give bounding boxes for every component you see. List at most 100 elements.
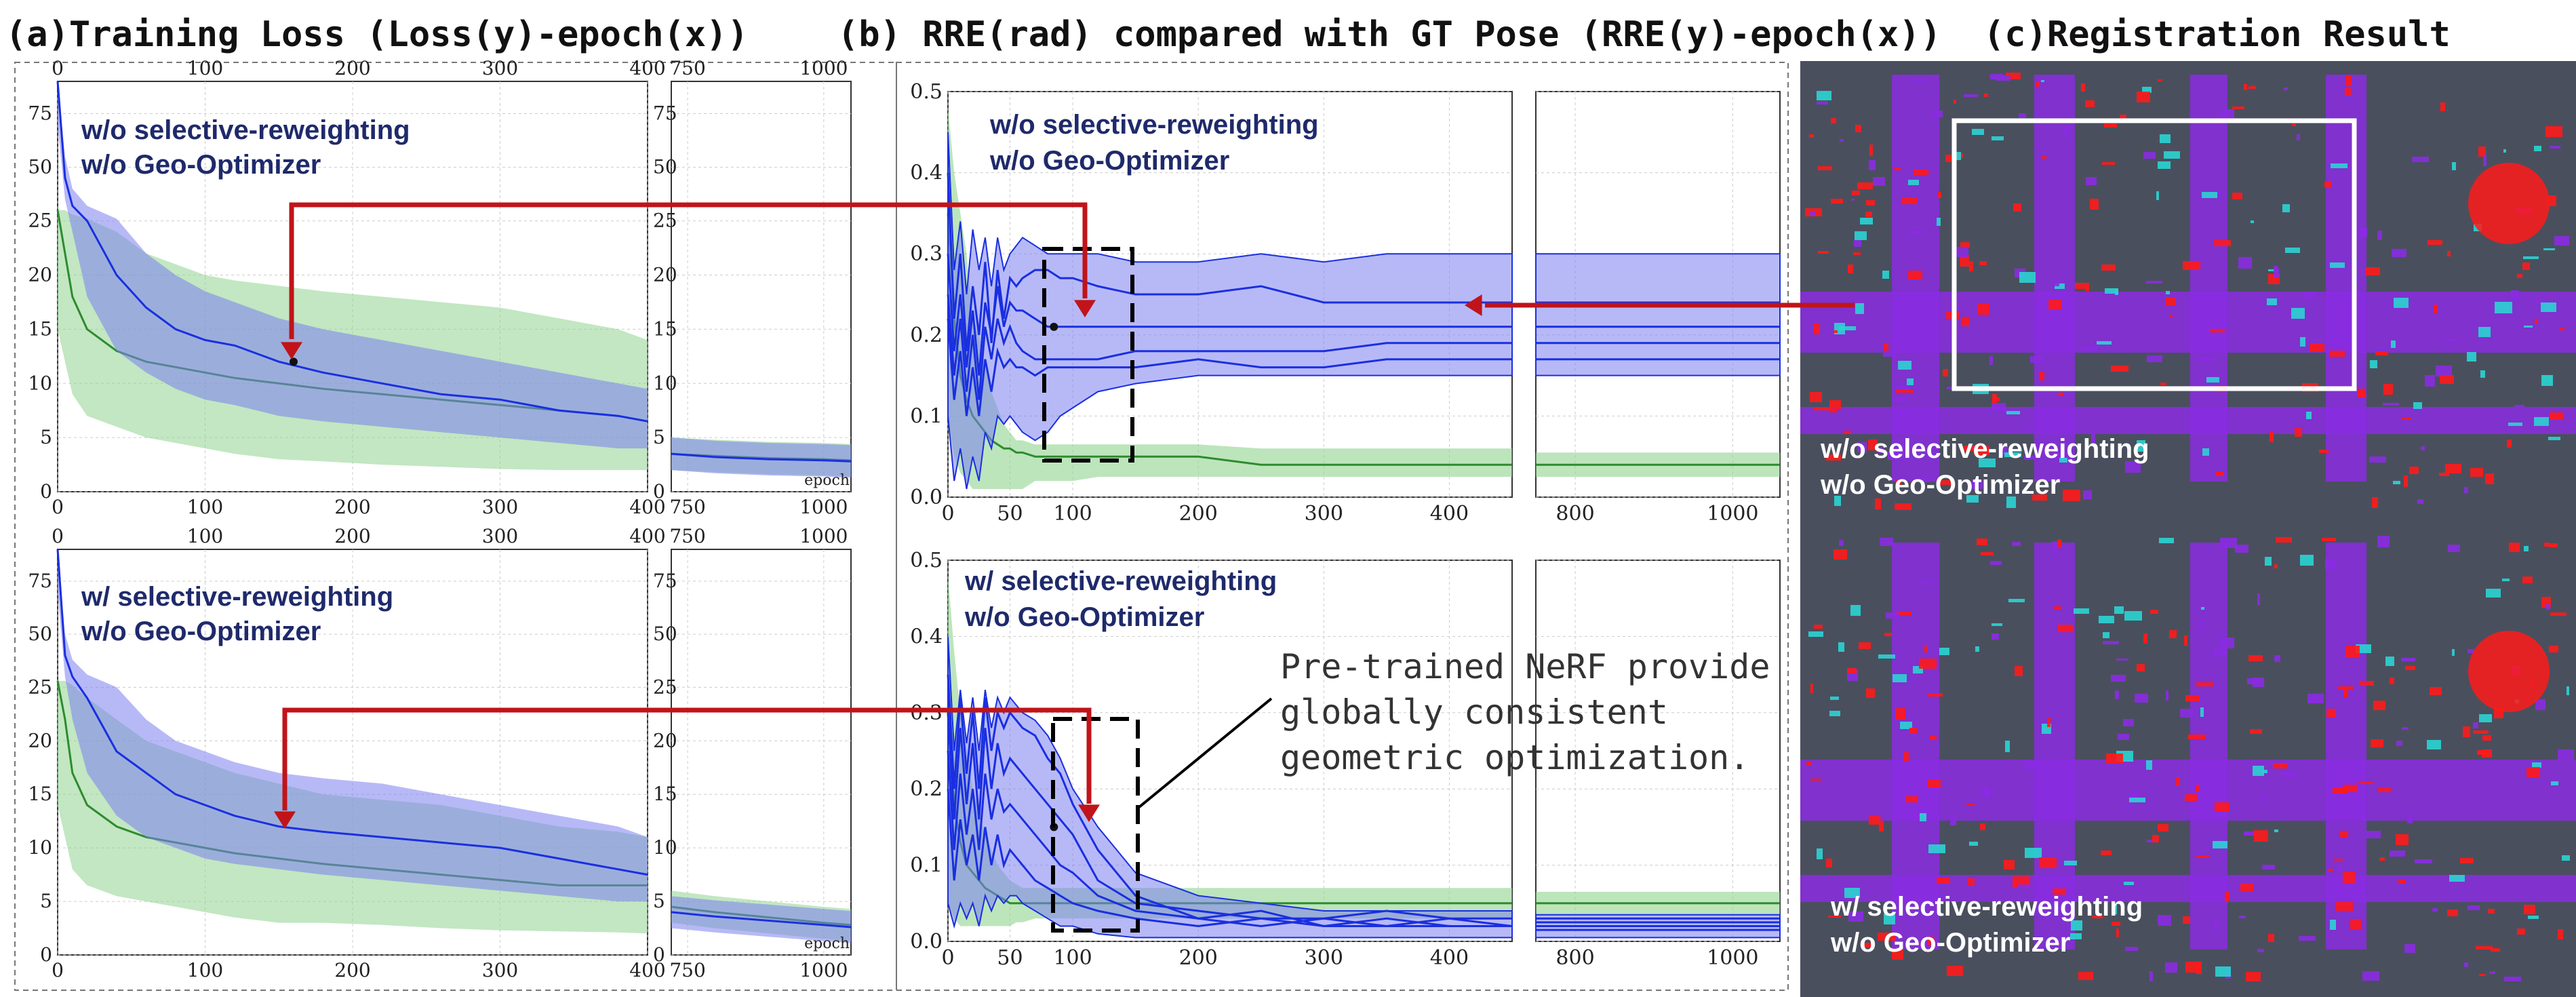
x-tick-label: 400: [629, 959, 665, 981]
point-cluster: [1806, 762, 1811, 765]
point-cluster: [2440, 102, 2445, 111]
point-cluster: [1879, 821, 1884, 832]
zoom-box-top: [1042, 247, 1134, 463]
y-tick-label: 0: [40, 943, 52, 966]
point-cluster: [1892, 950, 1903, 960]
point-cluster: [2036, 82, 2040, 87]
arrow-bottom-head-right: [1078, 804, 1100, 822]
point-cluster: [1882, 271, 1889, 279]
x-tick-label: 200: [334, 496, 370, 518]
point-cluster: [1884, 344, 1888, 351]
annotation-pointer: [1138, 697, 1273, 808]
point-cluster: [2101, 851, 2112, 855]
point-cluster: [2220, 538, 2237, 548]
point-cluster: [2464, 487, 2468, 493]
point-cluster: [2004, 452, 2021, 457]
point-cluster: [2409, 467, 2419, 474]
point-cluster: [1810, 211, 1816, 215]
point-cluster: [2291, 308, 2305, 319]
point-cluster: [2270, 431, 2274, 442]
point-cluster: [2196, 855, 2209, 858]
point-cluster: [2099, 616, 2114, 623]
point-cluster: [2039, 857, 2057, 868]
y-tick-label: 0: [40, 480, 52, 503]
x-tick-label: 100: [1053, 502, 1092, 526]
point-cluster: [1897, 385, 1909, 390]
x-tick-label-top: 400: [629, 525, 665, 547]
point-cluster: [1966, 495, 1979, 503]
point-cluster: [2550, 612, 2567, 616]
tree-blob: [2468, 163, 2550, 244]
point-cluster: [2206, 377, 2219, 383]
point-cluster: [1984, 94, 1988, 97]
point-cluster: [1961, 317, 1970, 326]
point-cluster: [2509, 543, 2520, 552]
point-cluster: [2251, 220, 2254, 223]
point-cluster: [1902, 197, 1918, 204]
y-tick-label: 50: [28, 623, 52, 645]
point-cluster: [1937, 878, 1950, 884]
point-cluster: [1909, 728, 1917, 734]
point-cluster: [2303, 292, 2316, 298]
point-cluster: [1964, 94, 1978, 97]
point-cluster: [2213, 841, 2227, 848]
map-bot-label-line2: w/o Geo-Optimizer: [1830, 928, 2070, 958]
point-cluster: [2371, 739, 2383, 747]
point-cluster: [1829, 400, 1841, 409]
point-cluster: [2113, 905, 2117, 914]
point-cluster: [2123, 806, 2132, 808]
marker-point: [1050, 322, 1058, 331]
y-tick-label-right: 50: [653, 156, 677, 178]
point-cluster: [1954, 100, 1956, 104]
point-cluster: [2042, 156, 2046, 159]
point-cluster: [2158, 79, 2162, 81]
point-cluster: [1869, 816, 1880, 825]
point-cluster: [1844, 888, 1860, 898]
x-tick-label-right: 1000: [1707, 946, 1758, 970]
point-cluster: [2567, 686, 2569, 695]
road-segment-5: [1800, 875, 2576, 902]
point-cluster: [1860, 218, 1873, 224]
point-cluster: [2012, 542, 2021, 546]
point-cluster: [2428, 240, 2442, 245]
point-cluster: [2216, 471, 2223, 476]
point-cluster: [2551, 781, 2558, 785]
point-cluster: [1809, 134, 1814, 138]
point-cluster: [2345, 75, 2352, 86]
point-cluster: [2385, 657, 2394, 666]
point-cluster: [2413, 402, 2422, 409]
point-cluster: [2370, 360, 2377, 368]
map-bot-label-line1: w/ selective-reweighting: [1830, 892, 2143, 922]
point-cluster: [1943, 369, 1948, 376]
point-cluster: [2146, 760, 2152, 770]
point-cluster: [2524, 546, 2529, 551]
point-cluster: [2357, 227, 2367, 237]
point-cluster: [1810, 684, 1813, 693]
point-cluster: [2504, 977, 2521, 981]
point-cluster: [2489, 971, 2495, 974]
legend-a-bot-line1: w/ selective-reweighting: [81, 582, 393, 612]
point-cluster: [1817, 101, 1828, 104]
point-cluster: [1974, 446, 1989, 455]
y-tick-label: 25: [28, 676, 52, 698]
point-cluster: [2295, 428, 2302, 437]
point-cluster: [2024, 456, 2036, 460]
y-tick-label-right: 75: [653, 102, 677, 124]
point-cluster: [2369, 456, 2386, 463]
point-cluster: [2169, 630, 2177, 638]
point-cluster: [1848, 265, 1853, 273]
y-tick-label-right: 50: [653, 623, 677, 645]
point-cluster: [1855, 231, 1867, 240]
x-tick-label-top: 100: [187, 57, 223, 79]
point-cluster: [2254, 830, 2268, 842]
point-cluster: [1908, 271, 1922, 279]
point-cluster: [1884, 633, 1892, 636]
point-cluster: [2541, 302, 2556, 312]
point-cluster: [2185, 794, 2197, 801]
y-tick-label: 0.3: [910, 242, 943, 266]
point-cluster: [2125, 947, 2138, 951]
x-tick-label-top: 100: [187, 525, 223, 547]
point-cluster: [2394, 298, 2409, 308]
point-cluster: [2257, 593, 2260, 605]
